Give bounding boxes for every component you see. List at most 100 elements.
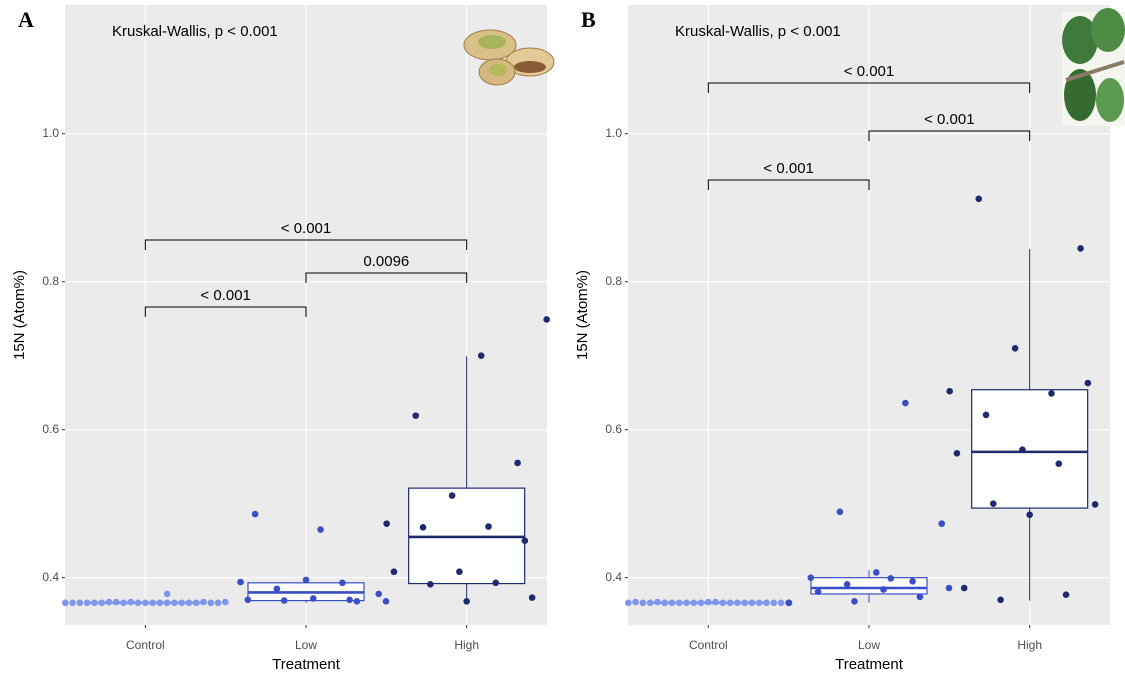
point: [625, 599, 632, 607]
point: [390, 568, 398, 576]
point: [448, 492, 456, 499]
point: [843, 581, 851, 588]
x-tick-label: Control: [126, 638, 165, 652]
point: [887, 575, 895, 582]
point: [353, 598, 361, 605]
bracket: [707, 82, 1031, 93]
point: [975, 195, 983, 203]
point: [953, 450, 961, 457]
point: [222, 598, 229, 606]
point: [346, 596, 353, 604]
point: [960, 584, 968, 592]
point: [872, 569, 880, 576]
y-tick-label: 0.8: [42, 274, 59, 288]
point: [945, 584, 953, 592]
bracket-label: < 0.001: [200, 287, 250, 304]
point: [880, 586, 887, 593]
point: [375, 590, 383, 598]
point: [1048, 390, 1055, 397]
point: [149, 599, 156, 607]
y-tick-label: 1.0: [42, 126, 59, 140]
point: [112, 598, 120, 606]
point: [200, 598, 207, 606]
point: [543, 316, 550, 323]
y-axis-title: 15N (Atom%): [574, 270, 591, 360]
point: [134, 599, 142, 607]
point: [1011, 344, 1019, 352]
point: [244, 596, 252, 604]
point: [178, 599, 185, 607]
point: [697, 599, 705, 607]
point: [280, 597, 288, 604]
point: [477, 352, 485, 359]
point: [492, 579, 500, 587]
point: [785, 599, 793, 607]
box: [971, 389, 1089, 509]
point: [741, 599, 748, 607]
point: [456, 568, 463, 576]
point: [163, 590, 171, 598]
point: [938, 520, 946, 527]
point: [192, 599, 200, 607]
bracket: [144, 306, 307, 317]
point: [98, 599, 105, 607]
point: [683, 599, 690, 607]
point: [690, 599, 698, 607]
y-tick-label: 0.6: [605, 422, 622, 436]
point: [207, 599, 215, 607]
x-axis-title: Treatment: [835, 656, 904, 673]
point: [982, 411, 990, 419]
point: [339, 579, 346, 587]
point: [902, 399, 909, 407]
point: [273, 585, 281, 593]
point: [1055, 460, 1063, 468]
x-tick-label: Low: [295, 638, 317, 652]
y-tick-label: 0.8: [605, 274, 622, 288]
point: [675, 599, 683, 607]
y-axis-title: 15N (Atom%): [11, 270, 28, 360]
y-tick-label: 1.0: [605, 126, 622, 140]
point: [712, 598, 719, 606]
bracket: [707, 179, 870, 190]
point: [105, 598, 113, 606]
point: [814, 588, 822, 596]
point: [383, 520, 390, 527]
point: [734, 599, 741, 607]
bracket-label: < 0.001: [281, 220, 331, 237]
point: [76, 599, 84, 607]
point: [1019, 446, 1026, 453]
point: [763, 599, 770, 607]
panels: 0.4 0.6 0.8 1.0 Control Low High Treatment 15N (…: [11, 5, 1110, 673]
point: [528, 594, 536, 601]
point: [916, 593, 924, 601]
bracket: [305, 272, 468, 283]
point: [632, 598, 639, 606]
point: [309, 595, 317, 602]
point: [909, 578, 916, 585]
bracket: [144, 239, 468, 250]
point: [719, 599, 727, 607]
point: [62, 599, 69, 607]
point: [639, 599, 647, 607]
point: [726, 599, 734, 607]
point: [807, 574, 815, 581]
point: [705, 598, 712, 606]
x-tick-label: Control: [689, 638, 728, 652]
x-axis-title: Treatment: [272, 656, 341, 673]
bracket-label: 0.0096: [363, 253, 409, 270]
x-tick-label: High: [454, 638, 479, 652]
point: [463, 598, 470, 605]
pistachio-icon: [463, 29, 555, 86]
bracket: [868, 130, 1031, 141]
point: [521, 537, 529, 544]
point: [1026, 511, 1033, 519]
point: [302, 576, 310, 584]
point: [755, 599, 763, 607]
point: [171, 599, 178, 607]
point: [163, 599, 171, 607]
point: [237, 578, 244, 586]
point: [851, 598, 858, 605]
point: [485, 523, 492, 530]
leaf-icon: [1062, 8, 1125, 126]
